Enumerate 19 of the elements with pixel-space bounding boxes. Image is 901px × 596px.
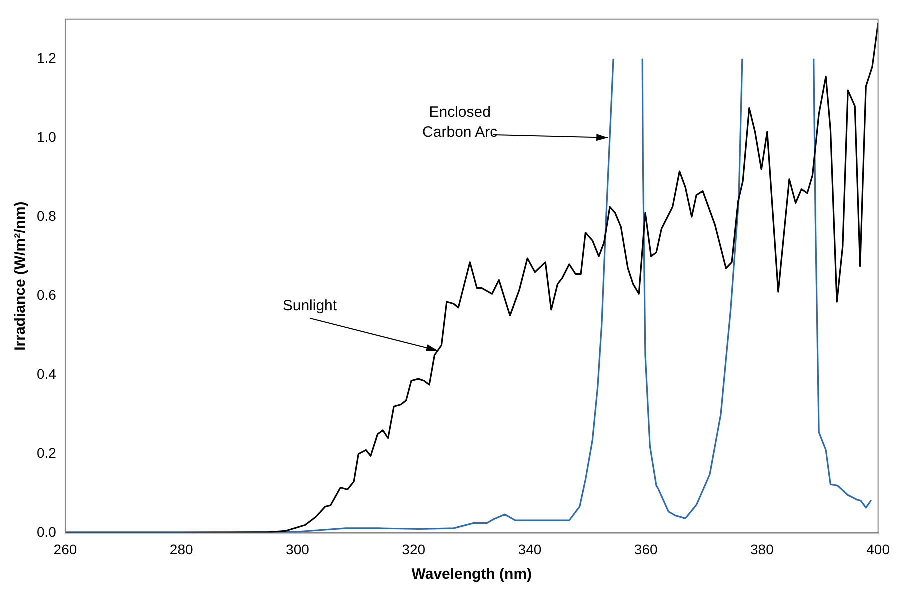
x-axis-title: Wavelength (nm) <box>412 566 532 584</box>
x-tick-label: 380 <box>750 541 774 558</box>
y-tick-label: 0.2 <box>36 445 57 462</box>
x-tick-label: 280 <box>170 541 194 558</box>
y-axis-title: Irradiance (W/m²/nm) <box>12 202 30 351</box>
y-tick-label: 1.0 <box>36 128 57 145</box>
y-tick-label: 0.0 <box>36 524 57 540</box>
annotation: Sunlight <box>282 298 338 315</box>
x-tick-label: 400 <box>866 541 890 558</box>
y-tick-label: 1.2 <box>36 50 57 66</box>
x-tick-label: 300 <box>286 541 310 558</box>
y-tick-label: 0.6 <box>36 286 57 303</box>
x-tick-label: 340 <box>518 541 542 558</box>
x-tick-label: 260 <box>54 541 78 558</box>
y-tick-label: 0.8 <box>36 208 57 224</box>
x-tick-label: 360 <box>634 541 658 558</box>
x-tick-label: 320 <box>402 541 426 558</box>
y-tick-label: 0.4 <box>36 366 57 382</box>
annotation: Enclosed Carbon Arc <box>422 104 498 142</box>
